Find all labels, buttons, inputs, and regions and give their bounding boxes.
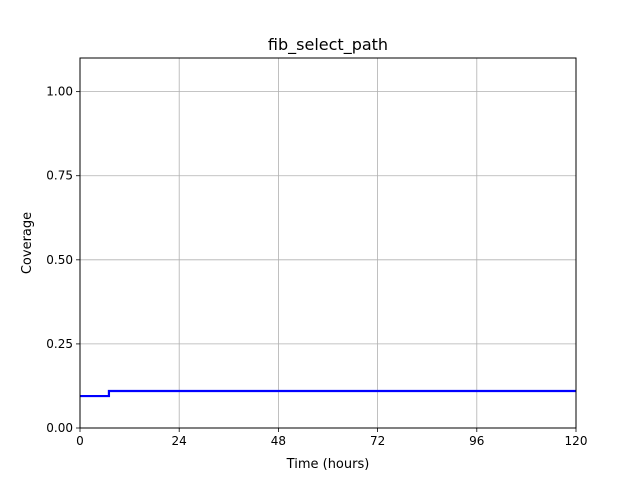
series-layer <box>80 389 576 398</box>
ticks: 0 24 48 72 96 120 0.00 0.25 0.50 0.75 1.00 <box>46 85 587 448</box>
x-tick-label: 24 <box>172 434 187 448</box>
series-line <box>80 389 576 398</box>
x-tick-label: 0 <box>76 434 84 448</box>
x-tick-label: 48 <box>271 434 286 448</box>
y-tick-label: 1.00 <box>46 85 73 99</box>
plot-frame <box>79 57 577 429</box>
x-tick-label: 120 <box>565 434 588 448</box>
x-axis-label: Time (hours) <box>286 457 370 472</box>
y-tick-label: 0.50 <box>46 253 73 267</box>
chart-title: fib_select_path <box>268 35 388 55</box>
y-tick-label: 0.00 <box>46 421 73 435</box>
x-tick-label: 96 <box>469 434 484 448</box>
y-axis-label: Coverage <box>20 212 35 274</box>
y-tick-label: 0.75 <box>46 169 73 183</box>
x-tick-label: 72 <box>370 434 385 448</box>
y-tick-label: 0.25 <box>46 337 73 351</box>
